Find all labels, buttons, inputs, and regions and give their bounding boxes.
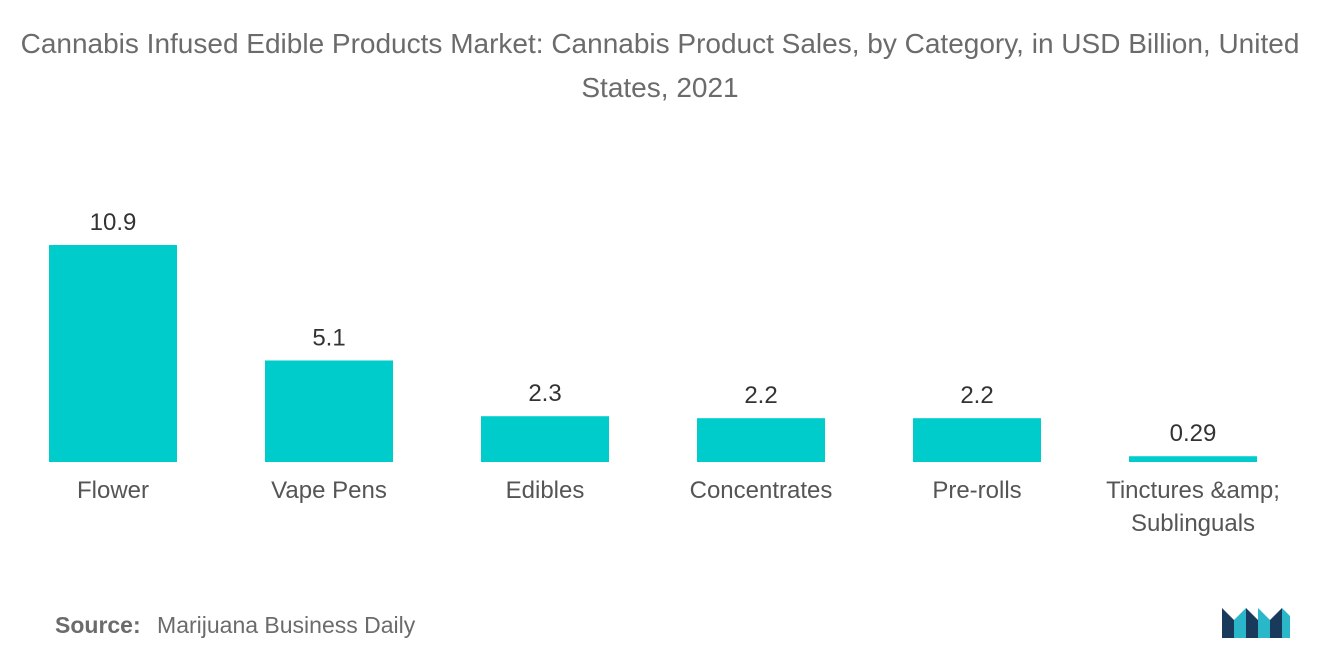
value-label-0: 10.9 <box>90 209 137 236</box>
category-label-1: Vape Pens <box>271 477 387 504</box>
value-label-1: 5.1 <box>312 324 345 351</box>
value-label-3: 2.2 <box>744 382 777 409</box>
category-label-4: Pre-rolls <box>932 477 1021 504</box>
value-label-4: 2.2 <box>960 382 993 409</box>
value-label-2: 2.3 <box>528 380 561 407</box>
category-label-5-line-0: Tinctures &amp; <box>1106 477 1280 504</box>
category-label-5-line-1: Sublinguals <box>1131 510 1255 537</box>
category-label-0: Flower <box>77 477 149 504</box>
bar-chart: 10.9 Flower 5.1 Vape Pens 2.3 Edibles 2.2 Conce… <box>49 209 1280 537</box>
bar-2 <box>481 416 609 462</box>
source-note: Source: Marijuana Business Daily <box>55 612 415 639</box>
source-text: Marijuana Business Daily <box>157 612 416 638</box>
bar-5 <box>1129 456 1257 462</box>
category-label-2: Edibles <box>506 477 585 504</box>
category-label-3: Concentrates <box>690 477 833 504</box>
bar-0 <box>49 245 177 462</box>
bar-1 <box>265 360 393 462</box>
source-label: Source: <box>55 612 141 638</box>
bar-4 <box>913 418 1041 462</box>
mordor-intelligence-logo-icon <box>1222 608 1290 638</box>
chart-title: Cannabis Infused Edible Products Market:… <box>20 28 1300 103</box>
bar-3 <box>697 418 825 462</box>
value-label-5: 0.29 <box>1170 420 1217 447</box>
